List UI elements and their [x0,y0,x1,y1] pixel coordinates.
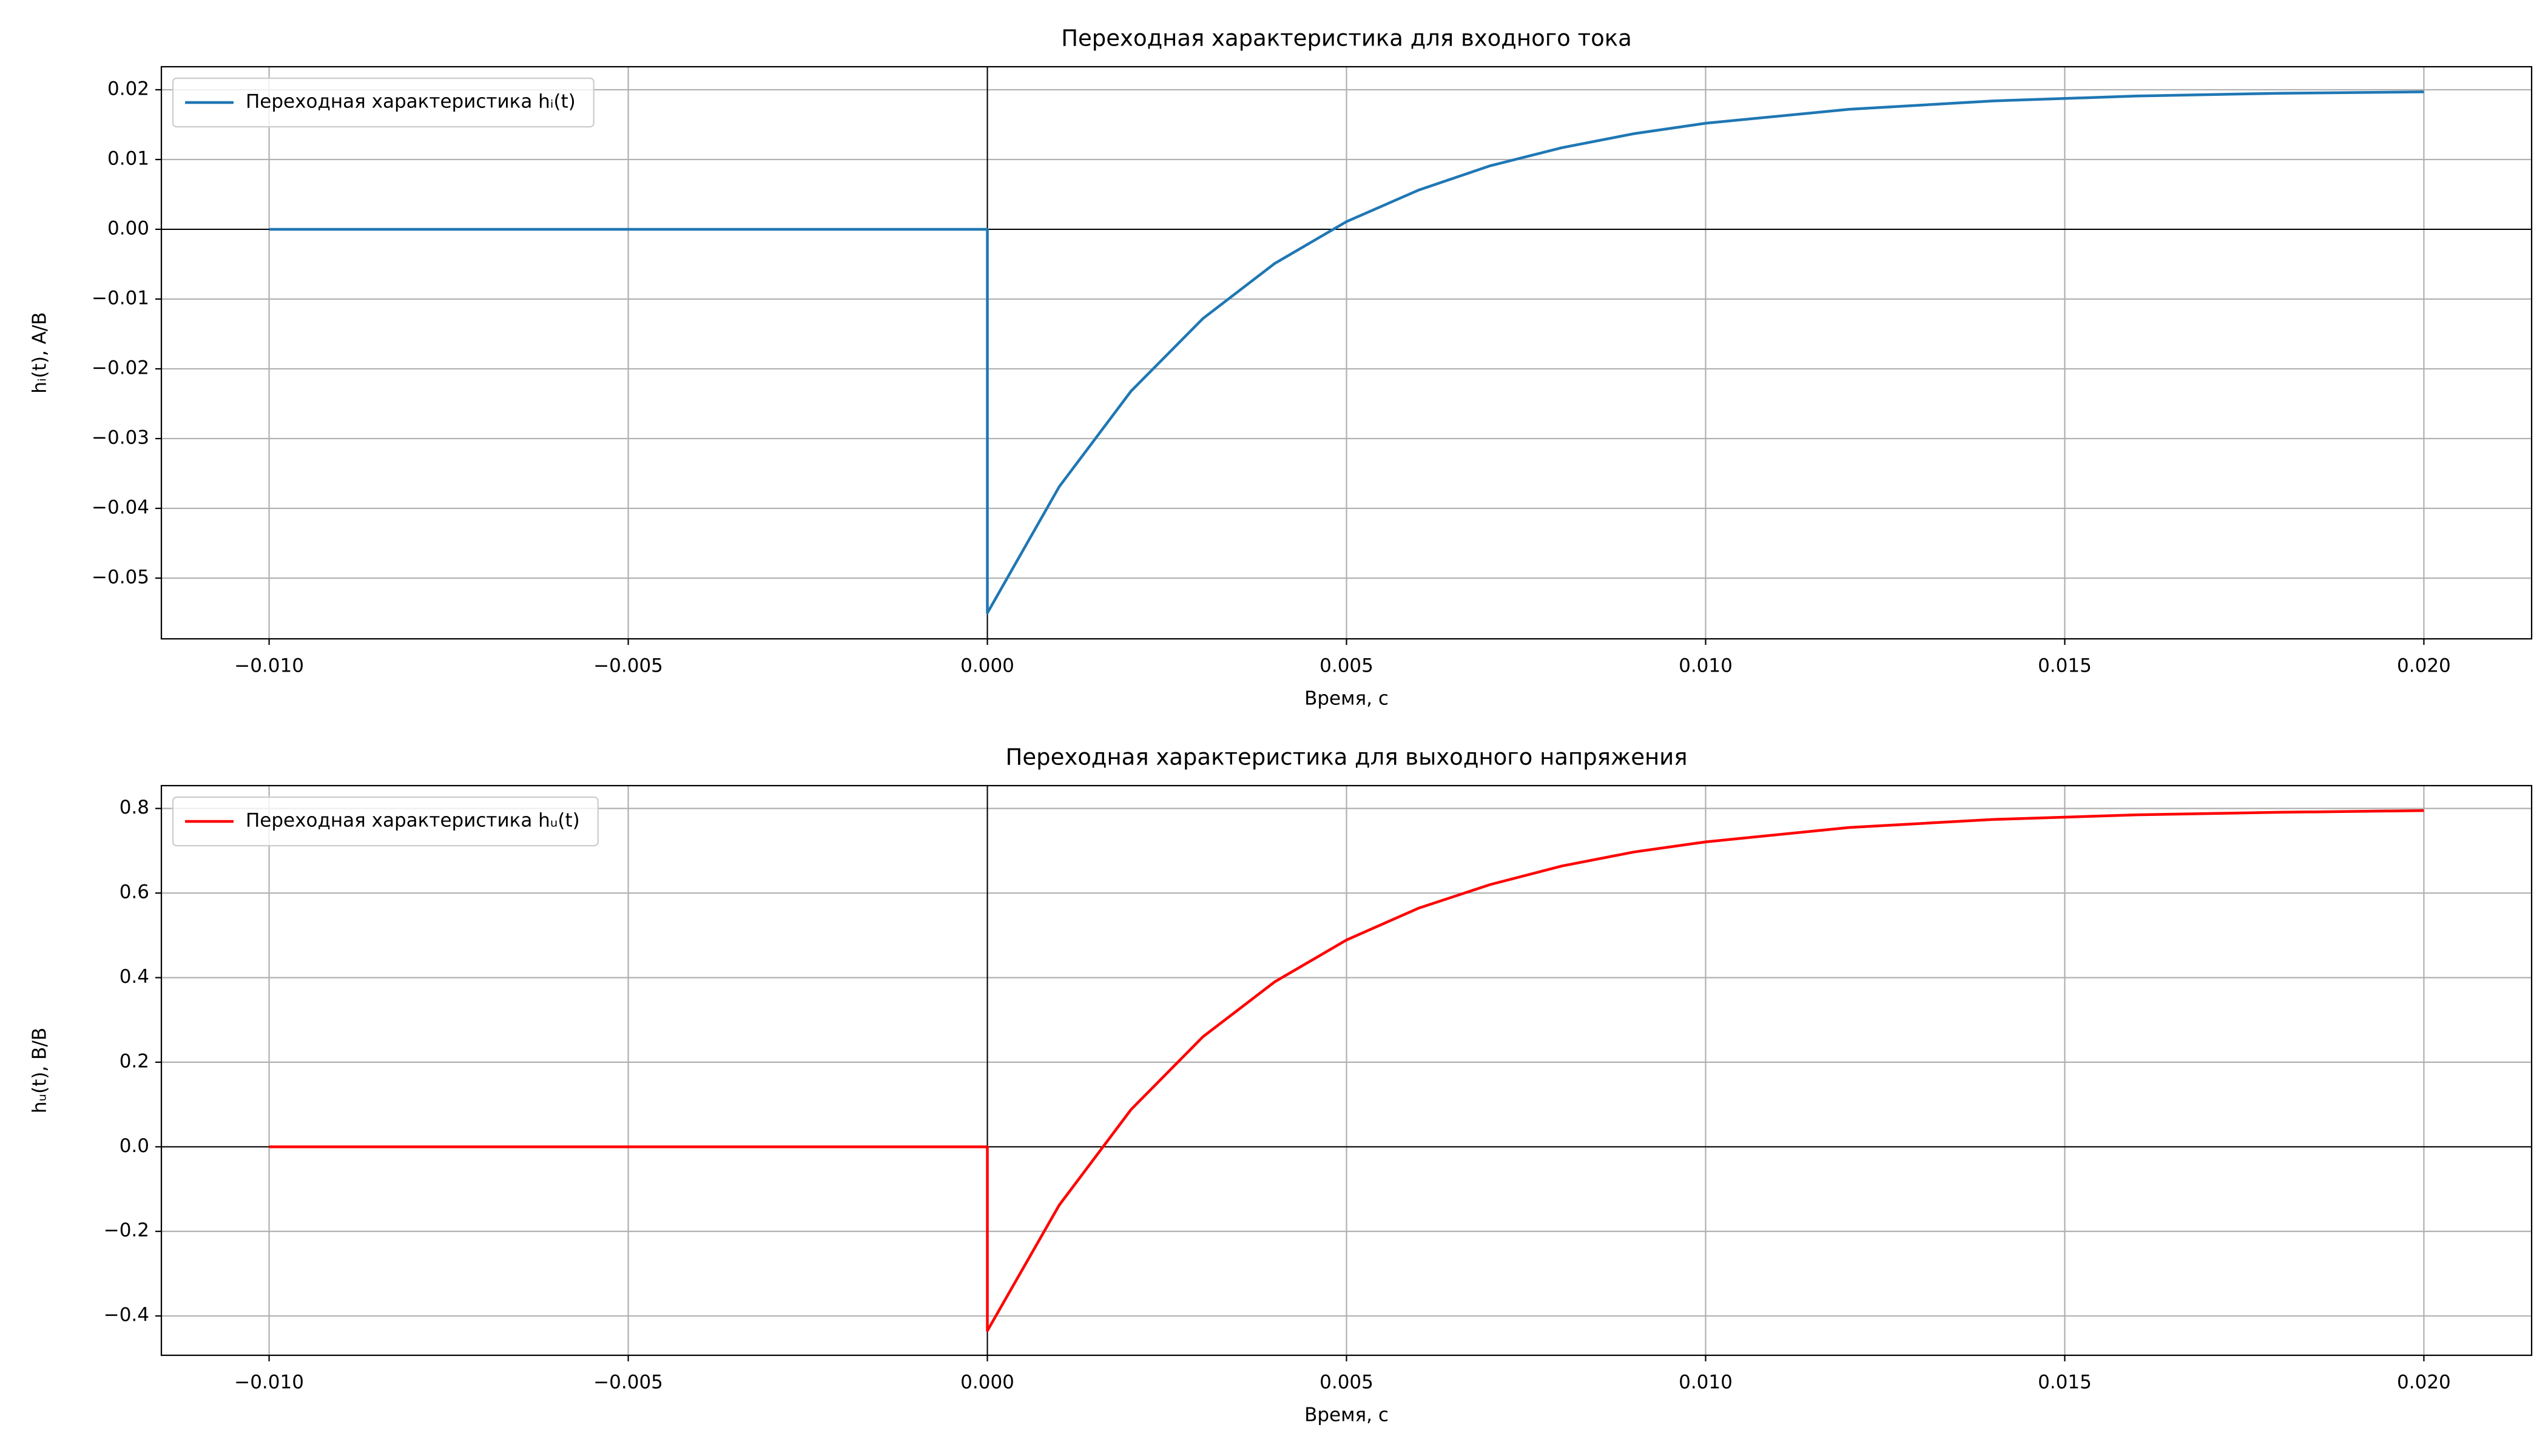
axes-frame [160,784,2533,1357]
y-tick-label: 0.02 [107,78,149,99]
y-tick-label: −0.05 [92,566,149,588]
legend-box [172,796,599,847]
y-tick-label: 0.0 [120,1135,149,1157]
legend-box [172,77,595,128]
x-tick-label: 0.000 [960,655,1014,677]
y-tick-label: −0.01 [92,287,149,309]
y-axis-label: hᵤ(t), В/В [29,1028,51,1113]
x-tick-label: −0.010 [234,655,304,677]
y-tick-label: 0.8 [120,797,149,818]
x-tick-label: −0.005 [593,655,663,677]
y-tick-label: −0.03 [92,426,149,448]
legend: Переходная характеристика hᵢ(t) [172,77,595,128]
x-tick-label: 0.010 [1679,1372,1733,1394]
x-tick-label: 0.005 [1320,655,1373,677]
x-tick-label: 0.015 [2038,1372,2092,1394]
y-axis-label: hᵢ(t), А/В [29,312,51,393]
x-tick-label: 0.005 [1320,1372,1373,1394]
y-tick-label: 0.01 [107,147,149,169]
y-tick-label: −0.04 [92,496,149,518]
x-tick-label: −0.010 [234,1372,304,1394]
legend: Переходная характеристика hᵤ(t) [172,796,599,847]
y-tick-label: 0.2 [120,1050,149,1072]
y-tick-label: 0.00 [107,217,149,239]
y-tick-label: −0.2 [104,1219,149,1241]
plot-panel: Переходная характеристика для выходного … [29,744,2533,1426]
x-tick-label: 0.010 [1679,655,1733,677]
axes-frame [160,66,2533,640]
legend-label: Переходная характеристика hᵢ(t) [246,91,576,113]
data-line [269,90,2424,615]
x-tick-label: 0.000 [960,1372,1014,1394]
x-axis-label: Время, с [1304,1404,1389,1426]
x-tick-label: 0.020 [2397,655,2451,677]
legend-label: Переходная характеристика hᵤ(t) [246,810,580,832]
x-axis-label: Время, с [1304,688,1389,710]
x-tick-label: 0.020 [2397,1372,2451,1394]
data-line [269,809,2424,1332]
x-tick-label: 0.015 [2038,655,2092,677]
chart-title: Переходная характеристика для выходного … [1006,744,1688,770]
y-tick-label: −0.02 [92,357,149,379]
plot-panel: Переходная характеристика для входного т… [29,25,2533,710]
chart-title: Переходная характеристика для входного т… [1061,25,1632,52]
y-tick-label: 0.4 [120,966,149,988]
x-tick-label: −0.005 [593,1372,663,1394]
y-tick-label: −0.4 [104,1304,149,1326]
y-tick-label: 0.6 [120,881,149,903]
